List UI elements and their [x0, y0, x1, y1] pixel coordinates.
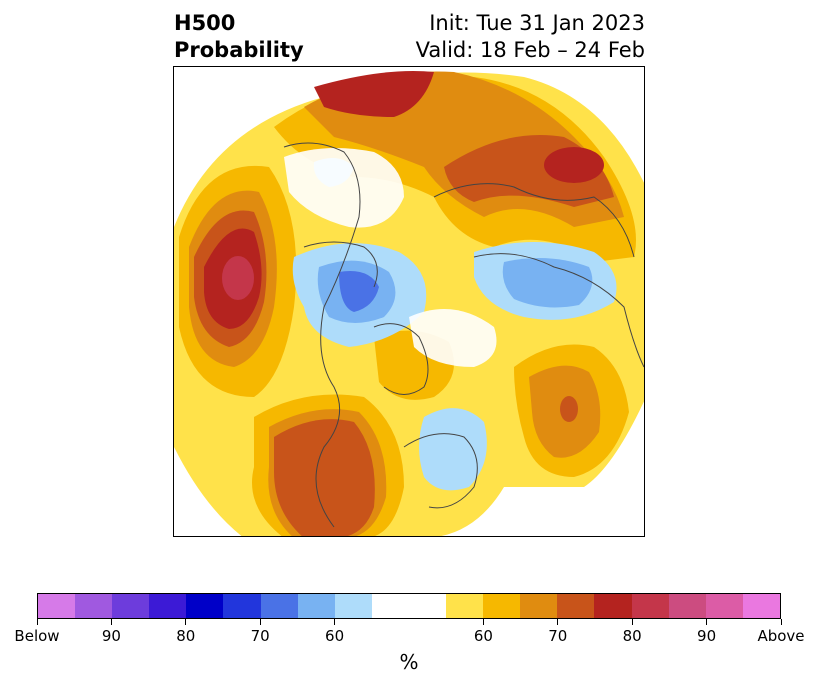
- colorbar-tick-label: 60: [473, 627, 493, 645]
- colorbar-swatch: [446, 594, 484, 618]
- colorbar-swatch: [594, 594, 632, 618]
- colorbar-swatch: [520, 594, 558, 618]
- valid-range: Valid: 18 Feb – 24 Feb: [415, 38, 645, 62]
- colorbar-tick-label: 80: [176, 627, 196, 645]
- colorbar-swatch: [260, 594, 298, 618]
- colorbar-swatch: [223, 594, 261, 618]
- colorbar-tick: [259, 619, 261, 625]
- colorbar-swatch: [631, 594, 669, 618]
- colorbar-tick: [631, 619, 633, 625]
- colorbar-swatch: [297, 594, 335, 618]
- colorbar-tick: [36, 619, 38, 625]
- colorbar-tick-label: 70: [250, 627, 270, 645]
- colorbar-tick-label: 70: [548, 627, 568, 645]
- colorbar-tick: [334, 619, 336, 625]
- colorbar-tick-label: 90: [101, 627, 121, 645]
- colorbar-tick-label: Below: [14, 627, 60, 645]
- colorbar-swatch: [483, 594, 521, 618]
- colorbar-tick-label: 80: [622, 627, 642, 645]
- colorbar-tick: [110, 619, 112, 625]
- init-date: Init: Tue 31 Jan 2023: [429, 11, 645, 35]
- title-variable: H500: [174, 11, 236, 35]
- coastlines: [283, 142, 644, 528]
- title-type: Probability: [174, 38, 304, 62]
- colorbar-swatch: [112, 594, 150, 618]
- colorbar-swatch: [557, 594, 595, 618]
- colorbar-swatch: [705, 594, 743, 618]
- colorbar-swatch: [75, 594, 113, 618]
- colorbar-swatch: [149, 594, 187, 618]
- colorbar-tick: [557, 619, 559, 625]
- colorbar-tick: [185, 619, 187, 625]
- colorbar-unit: %: [399, 650, 419, 674]
- colorbar-tick-label: Above: [757, 627, 805, 645]
- colorbar-swatch: [668, 594, 706, 618]
- contour-layer: [174, 71, 644, 536]
- colorbar-tick: [780, 619, 782, 625]
- colorbar-tick-label: 60: [325, 627, 345, 645]
- date-block: Init: Tue 31 Jan 2023 Valid: 18 Feb – 24…: [416, 10, 645, 64]
- colorbar-swatch: [371, 594, 447, 618]
- map-panel: [173, 66, 645, 537]
- colorbar-swatch: [742, 594, 780, 618]
- colorbar-tick: [706, 619, 708, 625]
- title-block: H500 Probability: [174, 10, 304, 64]
- colorbar-swatch: [186, 594, 224, 618]
- colorbar-swatch: [334, 594, 372, 618]
- probability-map: [174, 67, 644, 536]
- colorbar: [37, 593, 781, 619]
- colorbar-tick: [482, 619, 484, 625]
- colorbar-swatch: [38, 594, 76, 618]
- colorbar-tick-label: 90: [697, 627, 717, 645]
